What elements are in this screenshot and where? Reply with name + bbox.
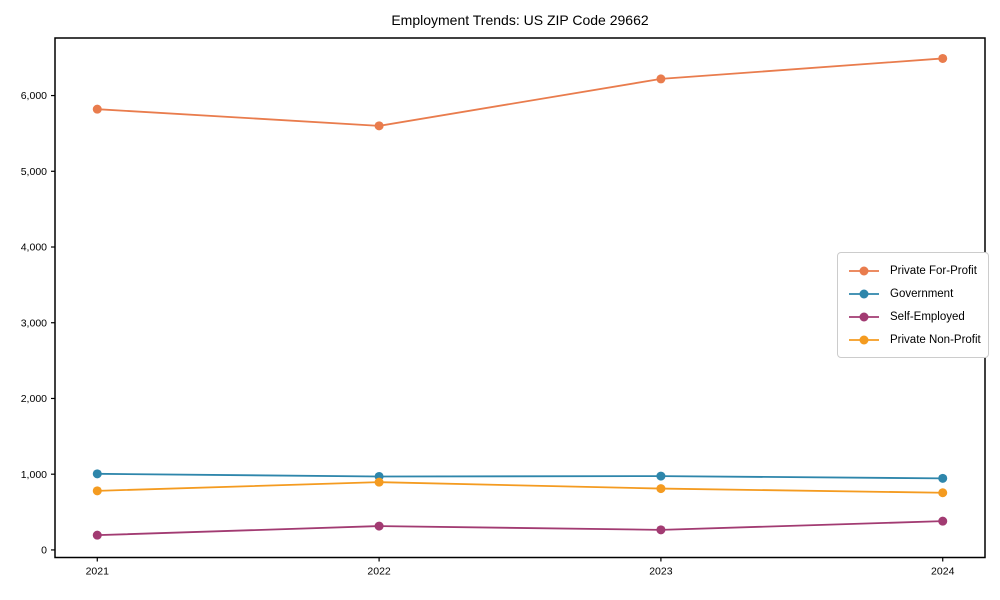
data-point-self-employed-2022 xyxy=(374,521,384,531)
y-axis-tick-label: 2,000 xyxy=(21,393,47,405)
y-axis-tick-label: 4,000 xyxy=(21,242,47,254)
line-marker-icon xyxy=(849,312,879,321)
data-point-private-for-profit-2022 xyxy=(374,121,384,131)
x-axis-tick-label: 2021 xyxy=(86,566,110,578)
series-line-private-for-profit xyxy=(97,57,943,127)
legend-item-private-non-profit: Private Non-Profit xyxy=(847,328,981,351)
data-point-government-2023 xyxy=(656,471,666,481)
data-point-private-non-profit-2022 xyxy=(374,477,384,487)
x-axis-tick-label: 2024 xyxy=(931,566,955,578)
data-point-self-employed-2021 xyxy=(92,530,102,540)
chart-title: Employment Trends: US ZIP Code 29662 xyxy=(391,12,649,28)
line-marker-icon xyxy=(849,289,879,298)
data-point-private-for-profit-2024 xyxy=(938,53,948,63)
series-line-private-non-profit xyxy=(97,481,943,494)
y-axis-tick-label: 6,000 xyxy=(21,90,47,102)
line-marker-icon xyxy=(849,266,879,275)
data-point-self-employed-2023 xyxy=(656,525,666,535)
legend-label: Private Non-Profit xyxy=(890,333,981,346)
data-point-private-non-profit-2023 xyxy=(656,484,666,494)
data-point-government-2021 xyxy=(92,469,102,479)
series-line-self-employed xyxy=(97,520,943,537)
y-axis-tick-label: 3,000 xyxy=(21,317,47,329)
y-axis-tick-label: 1,000 xyxy=(21,469,47,481)
data-point-government-2024 xyxy=(938,473,948,483)
legend-label: Self-Employed xyxy=(890,310,965,323)
legend-item-private-for-profit: Private For-Profit xyxy=(847,259,980,282)
x-axis-tick-label: 2022 xyxy=(367,566,391,578)
x-axis-tick-label: 2023 xyxy=(649,566,673,578)
data-point-self-employed-2024 xyxy=(938,516,948,526)
y-axis-tick-label: 5,000 xyxy=(21,166,47,178)
data-point-private-for-profit-2021 xyxy=(92,104,102,114)
legend-item-government: Government xyxy=(847,282,980,305)
legend-label: Private For-Profit xyxy=(890,264,977,277)
legend: Private For-Profit Government Self-Emplo… xyxy=(837,252,989,358)
data-point-private-for-profit-2023 xyxy=(656,74,666,84)
legend-label: Government xyxy=(890,287,954,300)
data-point-private-non-profit-2024 xyxy=(938,488,948,498)
y-axis-tick-label: 0 xyxy=(41,545,47,557)
legend-item-self-employed: Self-Employed xyxy=(847,305,980,328)
series-line-government xyxy=(97,472,943,480)
data-point-private-non-profit-2021 xyxy=(92,486,102,496)
line-marker-icon xyxy=(849,335,879,344)
